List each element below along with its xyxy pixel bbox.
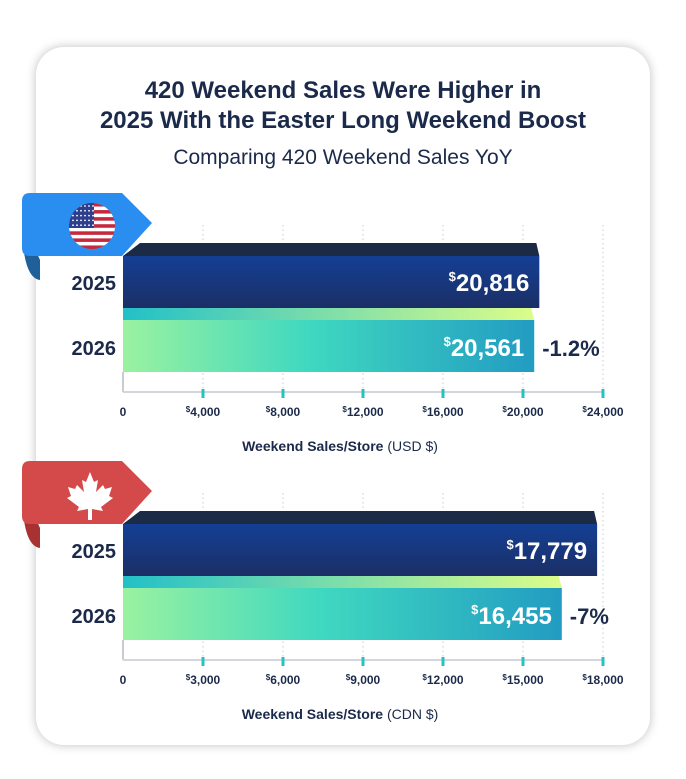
- value-label: $20,816: [449, 269, 530, 297]
- flag-stripe: [69, 234, 115, 239]
- x-tick-label: $18,000: [582, 673, 623, 687]
- flag-star: [92, 209, 94, 212]
- flag-star: [76, 224, 78, 227]
- x-tick-label: $16,000: [422, 405, 463, 419]
- category-label: 2026: [72, 606, 117, 628]
- bar-2025: [123, 524, 598, 576]
- flag-star: [84, 209, 86, 212]
- flag-star: [84, 224, 86, 227]
- bar-2025-top: [123, 511, 598, 524]
- title-line: 2025 With the Easter Long Weekend Boost: [99, 107, 587, 134]
- chart-subtitle: Comparing 420 Weekend Sales YoY: [173, 146, 513, 169]
- x-tick-label: $4,000: [186, 405, 221, 419]
- x-tick: [281, 657, 285, 666]
- flag-star: [88, 224, 90, 227]
- canada-sales-chart: 2025 2026 $17,779 $16,455 -7% 0 $3,000 $6,000 $9…: [22, 461, 624, 722]
- x-tick-label: $12,000: [342, 405, 383, 419]
- flag-star: [92, 219, 94, 222]
- bar-2026-top: [123, 308, 535, 320]
- value-label: $17,779: [506, 537, 587, 565]
- flag-star: [80, 219, 82, 222]
- flag-star: [72, 224, 74, 227]
- flag-star: [72, 214, 74, 217]
- x-tick: [601, 657, 605, 666]
- flag-stripe: [69, 245, 115, 249]
- flag-star: [88, 209, 90, 212]
- x-tick: [601, 389, 605, 398]
- flag-star: [84, 214, 86, 217]
- x-tick: [281, 389, 285, 398]
- flag-star: [88, 214, 90, 217]
- flag-star: [92, 205, 94, 207]
- category-label: 2026: [72, 338, 117, 360]
- category-label: 2025: [72, 273, 117, 295]
- x-tick: [361, 657, 365, 666]
- flag-star: [88, 219, 90, 222]
- x-tick-label: $12,000: [422, 673, 463, 687]
- x-tick-label: 0: [120, 673, 127, 687]
- value-label: $16,455: [471, 602, 552, 630]
- chart-title: 420 Weekend Sales Were Higher in 2025 Wi…: [0, 76, 686, 136]
- flag-star: [76, 209, 78, 212]
- x-tick-label: $15,000: [502, 673, 543, 687]
- x-tick-label: $8,000: [266, 405, 301, 419]
- x-tick-label: $20,000: [502, 405, 543, 419]
- flag-star: [72, 219, 74, 222]
- x-tick-label: $3,000: [186, 673, 221, 687]
- bar-2025-top: [123, 243, 540, 256]
- flag-star: [80, 214, 82, 217]
- category-label: 2025: [72, 541, 117, 563]
- x-tick: [201, 389, 205, 398]
- x-tick: [441, 389, 445, 398]
- bar-2026-top: [123, 576, 562, 588]
- flag-star: [88, 205, 90, 207]
- x-axis-title: Weekend Sales/Store (USD $): [242, 438, 438, 454]
- flag-star: [84, 219, 86, 222]
- flag-body: [69, 203, 115, 249]
- flag-star: [80, 224, 82, 227]
- x-tick-label: $6,000: [266, 673, 301, 687]
- flag-star: [92, 224, 94, 227]
- x-tick: [201, 657, 205, 666]
- x-tick: [521, 657, 525, 666]
- flag-star: [80, 209, 82, 212]
- x-tick: [441, 657, 445, 666]
- bar-2026: [123, 320, 535, 372]
- flag-stripe: [69, 241, 115, 246]
- flag-stripe: [69, 227, 115, 232]
- change-label: -1.2%: [542, 336, 599, 361]
- bar-2026: [123, 588, 562, 640]
- title-line: 420 Weekend Sales Were Higher in: [144, 77, 542, 104]
- us-sales-chart: 2025 2026 $20,816 $20,561 -1.2% 0 $4,000 $8,000…: [22, 193, 624, 454]
- flag-stripe: [69, 238, 115, 243]
- us-flag-icon: [69, 203, 115, 249]
- flag-star: [76, 219, 78, 222]
- canada-maple-leaf-icon: [67, 472, 113, 520]
- flag-stripe: [69, 231, 115, 236]
- x-tick-label: 0: [120, 405, 127, 419]
- flag-star: [92, 214, 94, 217]
- x-tick: [361, 389, 365, 398]
- x-tick-label: $24,000: [582, 405, 623, 419]
- change-label: -7%: [570, 604, 609, 629]
- x-tick: [521, 389, 525, 398]
- flag-star: [84, 205, 86, 207]
- bar-2025: [123, 256, 540, 308]
- x-axis-title: Weekend Sales/Store (CDN $): [242, 706, 439, 722]
- x-tick-label: $9,000: [346, 673, 381, 687]
- value-label: $20,561: [444, 334, 525, 362]
- flag-star: [76, 214, 78, 217]
